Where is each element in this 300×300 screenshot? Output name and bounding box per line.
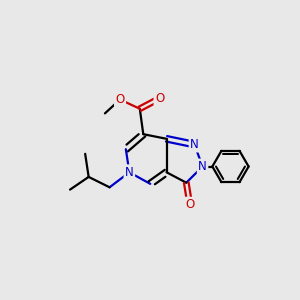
Text: O: O (155, 92, 164, 105)
Text: N: N (198, 160, 207, 173)
Text: O: O (185, 198, 194, 211)
Text: N: N (125, 166, 134, 179)
Text: O: O (116, 93, 125, 106)
Text: N: N (190, 138, 199, 151)
